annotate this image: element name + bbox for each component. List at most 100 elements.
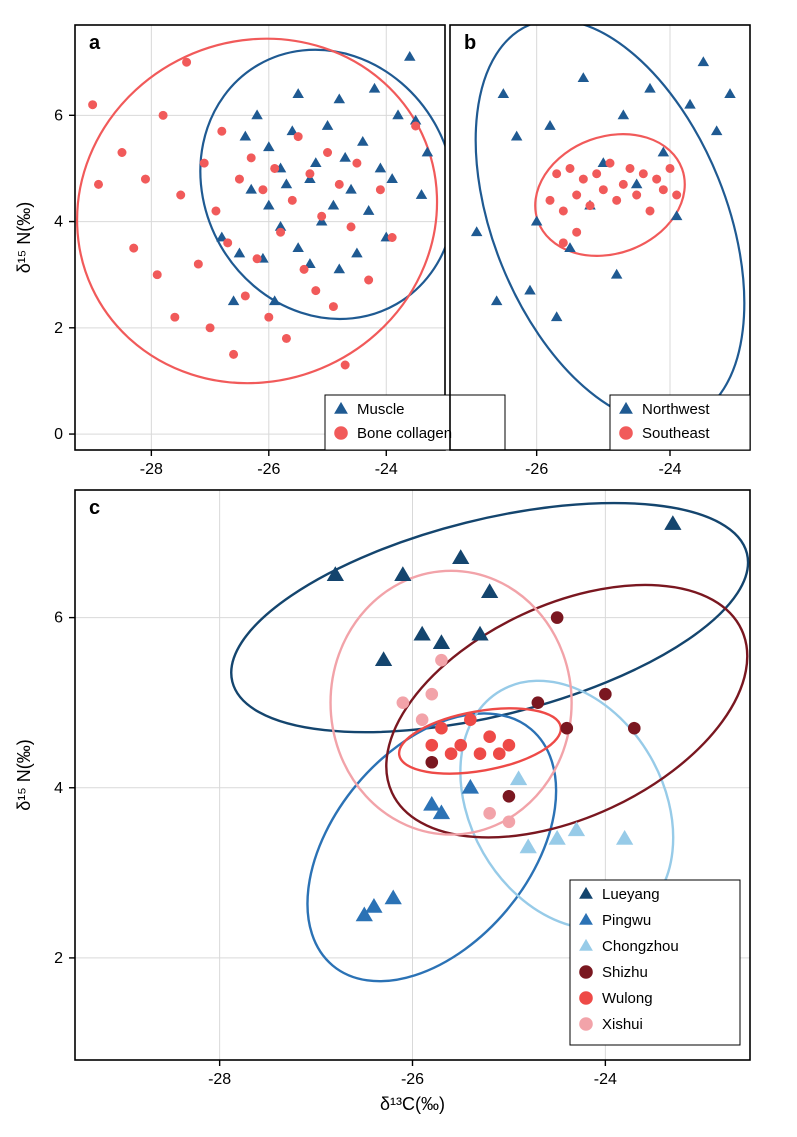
legend: LueyangPingwuChongzhouShizhuWulongXishui (570, 880, 740, 1045)
data-point (725, 89, 735, 98)
data-point (493, 748, 505, 760)
y-axis-label-top: δ¹⁵ N(‰) (14, 202, 34, 273)
ytick-label: 6 (54, 107, 63, 124)
legend-label-wulong: Wulong (602, 990, 653, 1007)
data-point (586, 201, 594, 209)
data-point (259, 185, 267, 193)
shizhu-icon (580, 966, 593, 979)
data-point (606, 159, 614, 167)
data-point (141, 175, 149, 183)
legend-label-shizhu: Shizhu (602, 964, 648, 981)
data-point (375, 652, 391, 666)
data-point (264, 142, 274, 151)
data-point (617, 831, 633, 845)
data-point (631, 179, 641, 188)
panel-border (450, 25, 750, 450)
series-xishui (397, 654, 515, 828)
data-point (426, 739, 438, 751)
legend-label-muscle: Muscle (357, 401, 405, 418)
data-point (671, 211, 681, 220)
data-point (566, 164, 574, 172)
data-point (358, 137, 368, 146)
data-point (611, 269, 621, 278)
figure-svg: -28-26-240246aMuscleBone collagen -26-24… (0, 0, 797, 1137)
data-point (387, 174, 397, 183)
xtick-label: -28 (140, 461, 163, 478)
data-point (520, 839, 536, 853)
legend-label-southeast: Southeast (642, 425, 710, 442)
data-point (366, 899, 382, 913)
data-point (532, 697, 544, 709)
plot-area (422, 0, 797, 462)
data-point (445, 748, 457, 760)
data-point (281, 179, 291, 188)
data-point (484, 731, 496, 743)
data-point (424, 797, 440, 811)
data-point (665, 516, 681, 530)
data-point (200, 159, 208, 167)
data-point (549, 831, 565, 845)
data-point (579, 175, 587, 183)
data-point (346, 184, 356, 193)
ytick-label: 2 (54, 950, 63, 967)
data-point (388, 233, 396, 241)
data-point (411, 122, 419, 130)
data-point (672, 191, 680, 199)
y-axis-label-bottom: δ¹⁵ N(‰) (14, 739, 34, 810)
data-point (265, 313, 273, 321)
data-point (240, 131, 250, 140)
data-point (182, 58, 190, 66)
data-point (426, 688, 438, 700)
data-point (666, 164, 674, 172)
data-point (293, 89, 303, 98)
data-point (317, 212, 325, 220)
data-point (341, 361, 349, 369)
data-point (698, 57, 708, 66)
data-point (323, 148, 331, 156)
data-point (264, 200, 274, 209)
xtick-label: -24 (375, 461, 398, 478)
data-point (552, 170, 560, 178)
data-point (471, 227, 481, 236)
data-point (159, 111, 167, 119)
bone collagen-icon (335, 427, 348, 440)
data-point (592, 170, 600, 178)
data-point (294, 132, 302, 140)
legend: Northwest Southeast (610, 395, 750, 450)
data-point (223, 239, 231, 247)
data-point (397, 697, 409, 709)
panel-label-a: a (89, 32, 101, 54)
data-point (503, 816, 515, 828)
data-point (632, 191, 640, 199)
data-point (646, 207, 654, 215)
data-point (484, 807, 496, 819)
series-southeast (546, 159, 681, 247)
series-chongzhou (510, 771, 632, 853)
legend-box (570, 880, 740, 1045)
data-point (405, 52, 415, 61)
series-lueyang (327, 516, 681, 666)
ytick-label: 6 (54, 610, 63, 627)
data-point (525, 285, 535, 294)
data-point (559, 239, 567, 247)
data-point (433, 635, 449, 649)
data-point (416, 190, 426, 199)
legend-label-pingwu: Pingwu (602, 912, 651, 929)
data-point (234, 248, 244, 257)
data-point (246, 184, 256, 193)
data-point (659, 185, 667, 193)
data-point (395, 567, 411, 581)
data-point (503, 790, 515, 802)
data-point (453, 550, 469, 564)
series-pingwu (356, 780, 478, 921)
data-point (546, 196, 554, 204)
data-point (329, 302, 337, 310)
legend-label-northwest: Northwest (642, 401, 710, 418)
xishui-icon (580, 1018, 593, 1031)
data-point (685, 99, 695, 108)
data-point (464, 714, 476, 726)
data-point (619, 180, 627, 188)
plot-area (20, 0, 503, 442)
data-point (171, 313, 179, 321)
data-point (435, 722, 447, 734)
